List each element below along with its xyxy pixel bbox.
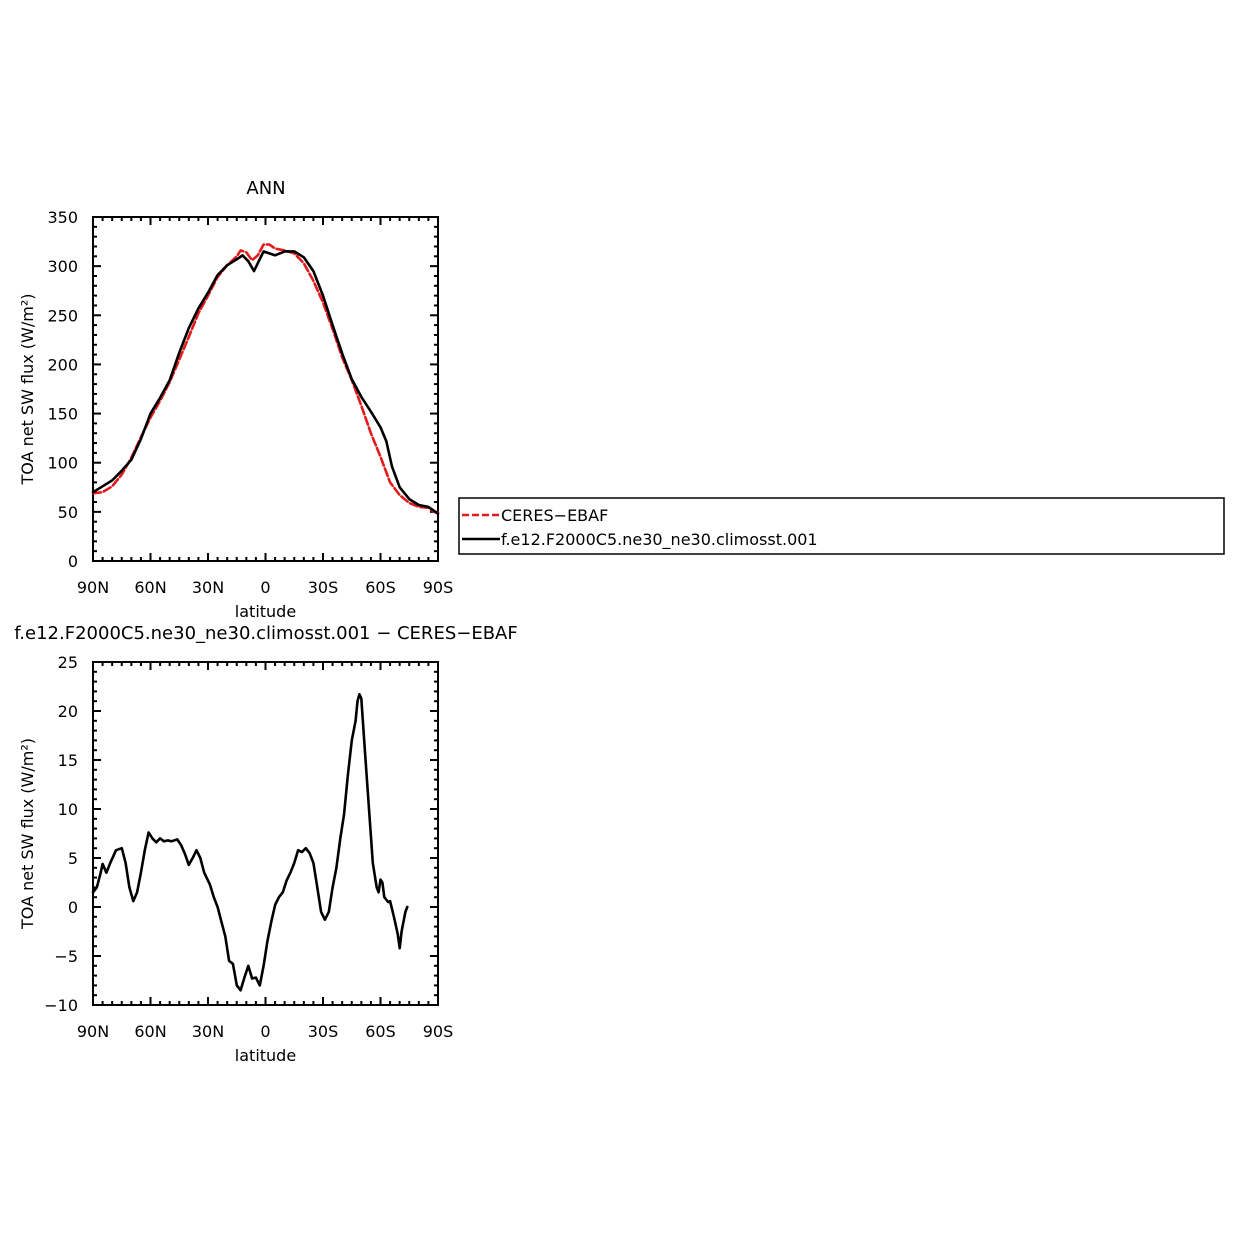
x-tick-label: 90N bbox=[77, 578, 109, 597]
legend: CERES−EBAF f.e12.F2000C5.ne30_ne30.climo… bbox=[458, 497, 1225, 555]
y-tick-label: 350 bbox=[47, 208, 78, 227]
y-tick-label: 200 bbox=[47, 355, 78, 374]
x-tick-label: 30S bbox=[308, 1022, 339, 1041]
x-tick-label: 90S bbox=[423, 1022, 454, 1041]
y-tick-label: 0 bbox=[68, 898, 78, 917]
y-tick-label: 150 bbox=[47, 405, 78, 424]
chart-title: ANN bbox=[246, 178, 285, 199]
x-tick-label: 0 bbox=[260, 578, 270, 597]
series-line-model bbox=[91, 250, 440, 516]
x-tick-label: 60S bbox=[365, 578, 396, 597]
y-tick-label: 20 bbox=[58, 702, 78, 721]
y-axis-label: TOA net SW flux (W/m²) bbox=[18, 738, 37, 930]
y-tick-label: 50 bbox=[58, 503, 78, 522]
series-line-model bbox=[91, 693, 409, 992]
x-tick-label: 30N bbox=[192, 1022, 224, 1041]
x-tick-label: 90N bbox=[77, 1022, 109, 1041]
legend-label-model: f.e12.F2000C5.ne30_ne30.climosst.001 bbox=[501, 530, 818, 550]
y-tick-label: 250 bbox=[47, 306, 78, 325]
y-tick-label: 5 bbox=[68, 849, 78, 868]
series-line-observed bbox=[91, 243, 440, 515]
y-tick-label: 0 bbox=[68, 552, 78, 571]
x-tick-label: 60N bbox=[134, 1022, 166, 1041]
legend-box bbox=[458, 497, 1225, 555]
zonal-mean-panel: ANN 0 50 100 150 200 250 300 350 90N 60N 30N 0 30S 60S… bbox=[18, 178, 453, 621]
x-tick-label: 60S bbox=[365, 1022, 396, 1041]
x-tick-label: 30N bbox=[192, 578, 224, 597]
x-axis-label: latitude bbox=[235, 1046, 296, 1065]
y-tick-label: −10 bbox=[44, 996, 78, 1015]
x-tick-label: 90S bbox=[423, 578, 454, 597]
y-tick-label: −5 bbox=[54, 947, 78, 966]
y-tick-label: 25 bbox=[58, 653, 78, 672]
plot-frame bbox=[92, 216, 439, 562]
chart-title: f.e12.F2000C5.ne30_ne30.climosst.001 − C… bbox=[14, 623, 517, 644]
y-tick-label: 15 bbox=[58, 751, 78, 770]
x-tick-label: 30S bbox=[308, 578, 339, 597]
x-tick-label: 60N bbox=[134, 578, 166, 597]
x-axis-label: latitude bbox=[235, 602, 296, 621]
y-tick-label: 300 bbox=[47, 257, 78, 276]
y-axis-label: TOA net SW flux (W/m²) bbox=[18, 294, 37, 486]
difference-panel: f.e12.F2000C5.ne30_ne30.climosst.001 − C… bbox=[14, 623, 517, 1065]
y-tick-label: 10 bbox=[58, 800, 78, 819]
y-tick-label: 100 bbox=[47, 454, 78, 473]
x-tick-label: 0 bbox=[260, 1022, 270, 1041]
legend-label-observed: CERES−EBAF bbox=[501, 506, 608, 525]
